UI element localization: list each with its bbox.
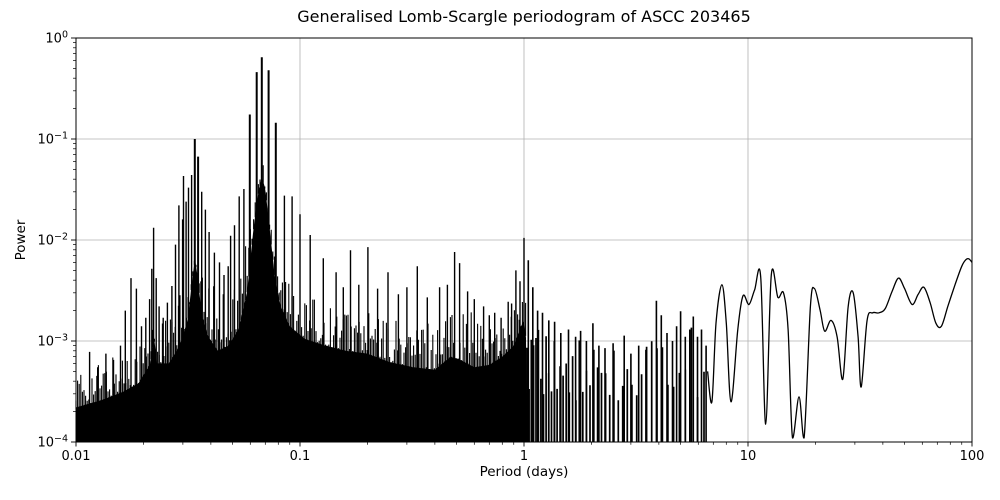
y-tick-label: 10−1 — [37, 131, 68, 148]
x-tick-label: 0.1 — [290, 449, 311, 464]
peak-lines-long-period — [527, 260, 707, 442]
chart-title: Generalised Lomb-Scargle periodogram of … — [297, 7, 751, 26]
x-tick-label: 100 — [960, 449, 985, 464]
noise-spikes-sparse — [526, 327, 705, 442]
y-tick-label: 10−2 — [37, 232, 68, 249]
y-tick-label: 100 — [45, 30, 68, 47]
x-axis-label: Period (days) — [479, 464, 569, 480]
x-tick-label: 10 — [740, 449, 757, 464]
main-peak-lines — [193, 57, 277, 442]
smooth-tail-curve — [706, 257, 973, 439]
axis-ticks — [71, 37, 973, 447]
tick-labels: 0.01 0.1 1 10 100 100 10−1 10−2 10−3 10−4 — [37, 30, 984, 465]
y-tick-label: 10−4 — [37, 434, 68, 451]
x-tick-label: 0.01 — [62, 449, 91, 464]
x-tick-label: 1 — [520, 449, 528, 464]
peak-lines — [88, 175, 525, 442]
y-tick-label: 10−3 — [37, 333, 68, 350]
